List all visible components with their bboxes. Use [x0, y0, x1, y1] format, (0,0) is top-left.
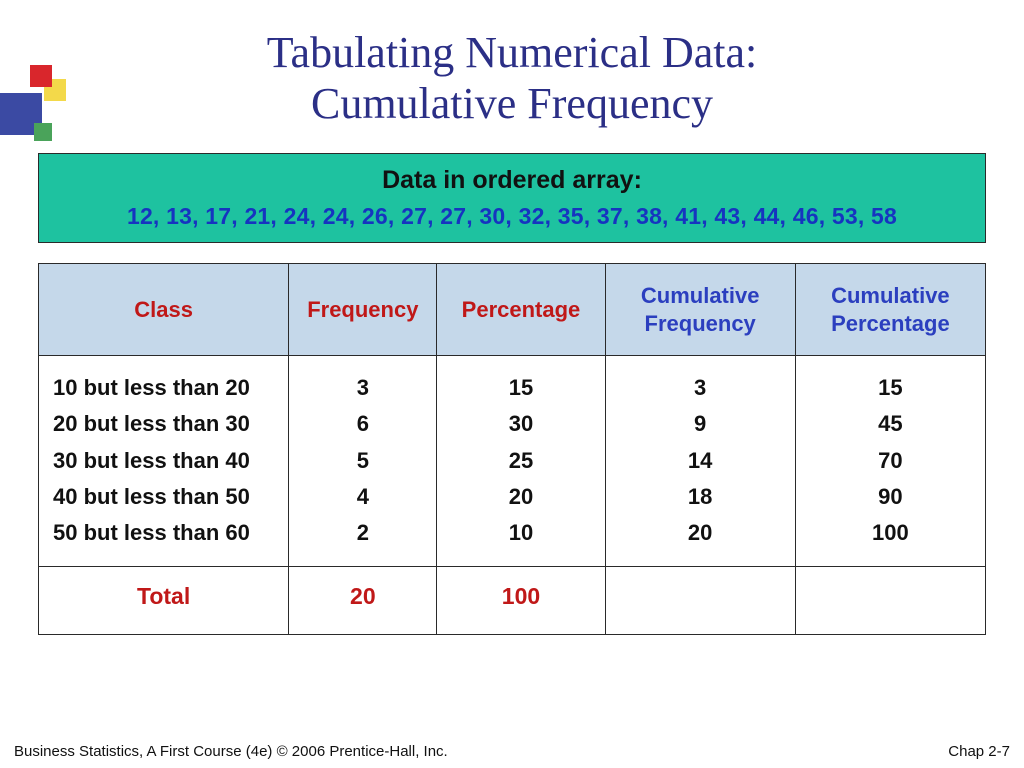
cell-cumfreq-row3: 18: [606, 479, 795, 515]
col-body-cumfreq: 39141820: [605, 356, 795, 566]
cell-freq-row1: 6: [289, 406, 436, 442]
cell-cumfreq-row1: 9: [606, 406, 795, 442]
table-header-row: ClassFrequencyPercentageCumulativeFreque…: [39, 264, 986, 356]
cell-cumfreq-row0: 3: [606, 370, 795, 406]
cell-freq-row3: 4: [289, 479, 436, 515]
total-cell-pct: 100: [437, 566, 605, 634]
footer-left: Business Statistics, A First Course (4e)…: [14, 743, 448, 760]
cell-pct-row0: 15: [437, 370, 604, 406]
slide-title: Tabulating Numerical Data: Cumulative Fr…: [0, 0, 1024, 129]
cell-class-row1: 20 but less than 30: [39, 406, 288, 442]
cell-cumfreq-row2: 14: [606, 443, 795, 479]
cell-cumfreq-row4: 20: [606, 515, 795, 551]
col-body-cumpct: 15457090100: [795, 356, 985, 566]
title-line-2: Cumulative Frequency: [311, 79, 713, 128]
col-header-pct: Percentage: [437, 264, 605, 356]
footer-right: Chap 2-7: [948, 743, 1010, 760]
total-cell-freq: 20: [289, 566, 437, 634]
col-header-cumfreq: CumulativeFrequency: [605, 264, 795, 356]
cell-class-row0: 10 but less than 20: [39, 370, 288, 406]
col-header-cumpct: CumulativePercentage: [795, 264, 985, 356]
col-body-pct: 1530252010: [437, 356, 605, 566]
cell-pct-row4: 10: [437, 515, 604, 551]
col-header-freq: Frequency: [289, 264, 437, 356]
cell-pct-row2: 25: [437, 443, 604, 479]
cell-cumpct-row3: 90: [796, 479, 985, 515]
total-cell-cumpct: [795, 566, 985, 634]
cell-cumpct-row4: 100: [796, 515, 985, 551]
table-total-row: Total20100: [39, 566, 986, 634]
ordered-array-values: 12, 13, 17, 21, 24, 24, 26, 27, 27, 30, …: [45, 203, 979, 230]
cell-cumpct-row1: 45: [796, 406, 985, 442]
total-cell-class: Total: [39, 566, 289, 634]
cell-class-row4: 50 but less than 60: [39, 515, 288, 551]
cell-cumpct-row2: 70: [796, 443, 985, 479]
frequency-table: ClassFrequencyPercentageCumulativeFreque…: [38, 263, 986, 634]
cell-freq-row2: 5: [289, 443, 436, 479]
frequency-table-wrap: ClassFrequencyPercentageCumulativeFreque…: [38, 263, 986, 634]
col-header-class: Class: [39, 264, 289, 356]
cell-class-row2: 30 but less than 40: [39, 443, 288, 479]
ordered-array-header: Data in ordered array:: [45, 160, 979, 203]
col-body-class: 10 but less than 2020 but less than 3030…: [39, 356, 289, 566]
cell-class-row3: 40 but less than 50: [39, 479, 288, 515]
cell-pct-row1: 30: [437, 406, 604, 442]
col-body-freq: 36542: [289, 356, 437, 566]
total-cell-cumfreq: [605, 566, 795, 634]
ordered-array-box: Data in ordered array: 12, 13, 17, 21, 2…: [38, 153, 986, 243]
cell-cumpct-row0: 15: [796, 370, 985, 406]
slide-footer: Business Statistics, A First Course (4e)…: [0, 743, 1024, 760]
title-line-1: Tabulating Numerical Data:: [267, 28, 758, 77]
cell-pct-row3: 20: [437, 479, 604, 515]
cell-freq-row0: 3: [289, 370, 436, 406]
cell-freq-row4: 2: [289, 515, 436, 551]
table-body-row: 10 but less than 2020 but less than 3030…: [39, 356, 986, 566]
